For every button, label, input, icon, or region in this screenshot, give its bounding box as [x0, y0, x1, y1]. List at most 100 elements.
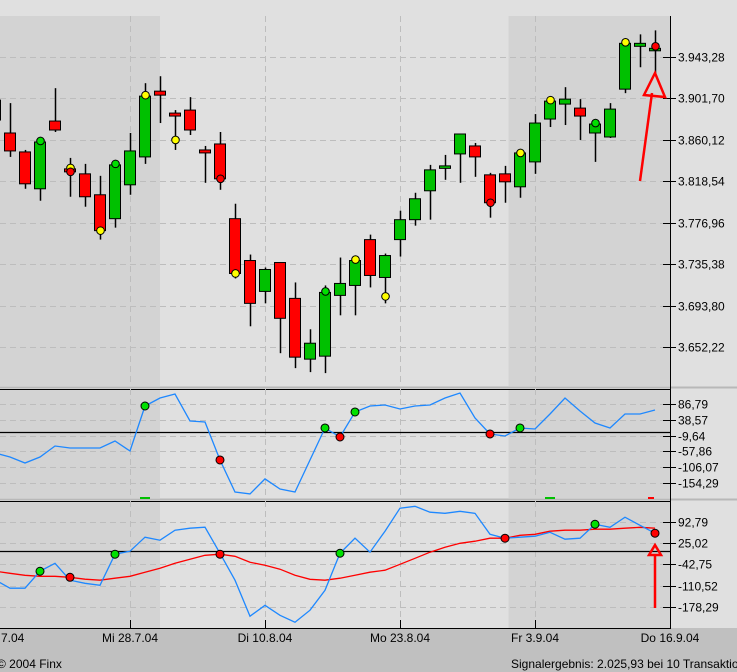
oscillator-marker-green [35, 566, 45, 576]
y-tick-label: 3.860,12 [678, 134, 725, 148]
signal-marker-yellow [231, 269, 240, 278]
oscillator-marker-red [215, 549, 225, 559]
candle [199, 145, 211, 183]
signal-marker-red [486, 198, 495, 208]
candle [49, 88, 61, 133]
signal-marker-green [36, 136, 45, 146]
candle-body [289, 297, 301, 358]
signal-marker-green [111, 159, 120, 169]
candle [439, 154, 451, 180]
candle-body [4, 132, 16, 152]
y-tick-label: 3.776,96 [678, 217, 725, 231]
candle-body [364, 239, 376, 276]
copyright-text: © 2004 Finx [0, 657, 62, 671]
y-tick-label: -178,29 [678, 601, 719, 615]
candle [559, 87, 571, 126]
candle-body [469, 145, 481, 158]
signal-bar [648, 497, 654, 499]
shaded-period [0, 389, 160, 498]
candle-body [184, 109, 196, 131]
signal-marker-yellow [171, 135, 180, 145]
y-tick-label: -154,29 [678, 477, 719, 491]
candle [529, 114, 541, 174]
signal-marker-yellow [546, 95, 555, 105]
signal-marker-green [591, 118, 600, 128]
candle-body [214, 143, 226, 180]
candle-body [439, 165, 451, 169]
candle [304, 329, 316, 373]
candle-body [319, 291, 331, 357]
candle-body [94, 194, 106, 232]
oscillator-2-line [0, 505, 656, 623]
signal-result-text: Signalergebnis: 2.025,93 bei 10 Transakt… [511, 657, 737, 671]
buy-arrow-head-icon [642, 69, 667, 99]
signal-marker-yellow [351, 255, 360, 264]
candle-body [424, 169, 436, 192]
candle-body [109, 164, 121, 220]
candle-body [304, 342, 316, 360]
y-tick-label: 3.652,22 [678, 341, 725, 355]
candle-body [394, 219, 406, 241]
x-tick-label: Do 16.9.04 [641, 631, 700, 645]
signal-marker-yellow [141, 90, 150, 100]
candle [409, 192, 421, 226]
signal-line [0, 526, 656, 581]
candle [109, 161, 121, 228]
candle [259, 267, 271, 304]
candle [574, 99, 586, 140]
candle-body [199, 149, 211, 154]
buy-arrow-shaft [638, 92, 654, 182]
candle [604, 103, 616, 138]
candle [4, 103, 16, 157]
candle [154, 76, 166, 124]
candle-body [49, 120, 61, 131]
candle [274, 262, 286, 354]
buy-arrow-head-icon [646, 542, 664, 557]
candle-body [619, 42, 631, 90]
y-tick-label: 25,02 [678, 537, 708, 551]
candle [19, 149, 31, 189]
candle-body [229, 218, 241, 274]
oscillator-marker-green [590, 519, 600, 529]
y-tick-label: -42,75 [678, 558, 712, 572]
candle [499, 165, 511, 203]
shaded-period [508, 389, 670, 498]
signal-bar [545, 497, 555, 499]
oscillator-marker-green [350, 407, 360, 417]
candle-body [244, 260, 256, 304]
y-tick-label: -106,07 [678, 461, 719, 475]
candle-body [34, 141, 46, 190]
candle-body [0, 99, 1, 121]
y-tick-label: 3.943,28 [678, 51, 725, 65]
oscillator-marker-green [320, 423, 330, 433]
y-tick-label: -9,64 [678, 430, 706, 444]
oscillator-marker-red [335, 432, 345, 442]
oscillator-marker-green [335, 548, 345, 558]
candle-body [334, 282, 346, 296]
candle [469, 142, 481, 177]
candle-body [604, 108, 616, 138]
candle [454, 133, 466, 183]
y-tick-label: 38,57 [678, 414, 708, 428]
y-tick-label: 3.901,70 [678, 92, 725, 106]
candle [79, 163, 91, 207]
x-tick-label: Do 15.7.04 [0, 631, 25, 645]
x-tick-label: Mo 23.8.04 [370, 631, 430, 645]
candle [334, 257, 346, 316]
y-tick-label: 3.693,80 [678, 300, 725, 314]
candle-body [409, 198, 421, 221]
signal-marker-yellow [381, 292, 390, 301]
footer-background [0, 628, 737, 672]
oscillator-marker-red [650, 528, 660, 538]
signal-marker-yellow [516, 148, 525, 158]
candle [184, 97, 196, 135]
oscillator-marker-green [110, 549, 120, 559]
y-tick-label: 92,79 [678, 516, 708, 530]
candle-body [124, 150, 136, 186]
candle-body [514, 152, 526, 188]
candle-body [139, 95, 151, 158]
oscillator-marker-red [215, 455, 225, 465]
candle [0, 99, 1, 121]
oscillator-marker-green [140, 401, 150, 411]
